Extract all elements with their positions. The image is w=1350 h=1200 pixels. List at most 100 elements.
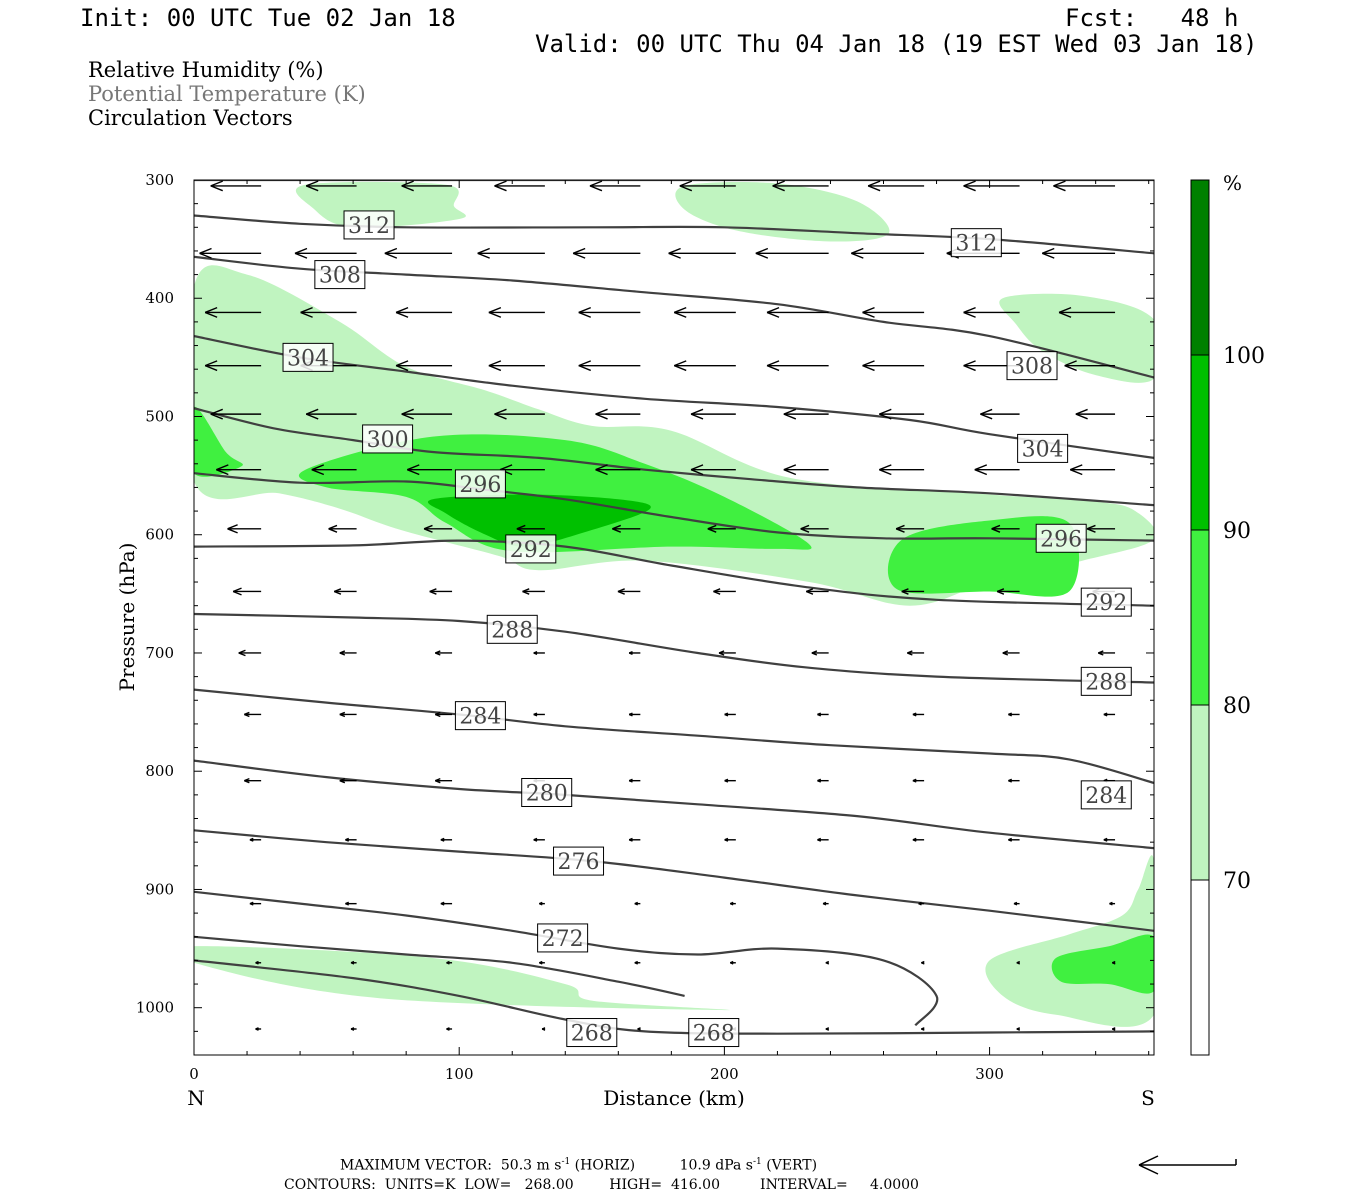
circulation-vector bbox=[244, 711, 262, 718]
vector-head bbox=[628, 839, 633, 842]
vector-head bbox=[494, 185, 507, 192]
vector-head bbox=[333, 590, 342, 595]
axis-layer: 300 400 500 600 700 800 900 1000 0 100 200 300 bbox=[136, 171, 1154, 1083]
vector-head bbox=[766, 306, 780, 314]
circulation-vector bbox=[244, 778, 262, 784]
circulation-vector bbox=[772, 180, 829, 192]
circulation-vector bbox=[729, 901, 736, 906]
vector-head bbox=[345, 839, 350, 842]
circulation-vector bbox=[918, 901, 925, 906]
circulation-vector bbox=[783, 408, 829, 420]
theta-contour-line bbox=[194, 935, 685, 997]
vector-head bbox=[628, 780, 633, 783]
colorbar-segment bbox=[1191, 530, 1209, 705]
vector-head bbox=[533, 839, 538, 842]
contour-label: 312 bbox=[955, 232, 997, 257]
vector-head bbox=[1097, 652, 1104, 656]
circulation-vector bbox=[494, 180, 545, 192]
vector-head bbox=[1086, 528, 1096, 533]
theta-contour-line bbox=[194, 335, 1154, 459]
colorbar-unit: % bbox=[1223, 171, 1242, 195]
circulation-vector bbox=[339, 711, 357, 718]
circulation-vector bbox=[1111, 1027, 1116, 1031]
contour-label-box bbox=[343, 210, 395, 240]
vector-head bbox=[673, 360, 687, 367]
contour-label: 304 bbox=[287, 346, 329, 371]
vector-head bbox=[800, 524, 810, 530]
circulation-vector bbox=[1016, 1027, 1021, 1031]
circulation-vector bbox=[974, 464, 1020, 476]
circulation-vector bbox=[963, 306, 1020, 318]
forecast-hour: Fcst: 48 h bbox=[1065, 4, 1239, 32]
vector-head bbox=[1103, 839, 1108, 842]
contour-label: 268 bbox=[693, 1022, 735, 1047]
circulation-vector bbox=[811, 650, 829, 656]
vector-head bbox=[533, 652, 538, 655]
vector-head bbox=[1111, 1028, 1116, 1031]
circulation-vector bbox=[1111, 960, 1116, 965]
vector-head bbox=[912, 780, 917, 783]
vector-head bbox=[294, 252, 308, 259]
circulation-vector bbox=[800, 524, 829, 533]
vector-head bbox=[963, 364, 976, 372]
circulation-vector bbox=[724, 778, 736, 783]
circulation-vector bbox=[724, 837, 736, 842]
x-tick-label: 100 bbox=[445, 1065, 474, 1083]
vector-head bbox=[1016, 962, 1021, 965]
vector-head bbox=[991, 524, 1001, 530]
vector-head bbox=[637, 1028, 641, 1031]
vector-head bbox=[867, 185, 881, 192]
vector-head bbox=[825, 1028, 830, 1031]
circulation-vector bbox=[755, 247, 829, 259]
vector-head bbox=[578, 360, 592, 367]
y-tick-label: 600 bbox=[145, 526, 174, 544]
vector-head bbox=[634, 962, 639, 965]
rh-region-70-0 bbox=[295, 181, 466, 228]
vector-head bbox=[516, 524, 526, 530]
vector-head bbox=[679, 185, 693, 192]
circulation-vector bbox=[912, 778, 925, 783]
colorbar-level-label: 80 bbox=[1223, 694, 1251, 719]
circulation-vector bbox=[668, 247, 736, 259]
circulation-vector bbox=[446, 960, 453, 965]
y-tick-label: 800 bbox=[145, 762, 174, 780]
circulation-vector bbox=[963, 180, 1020, 192]
circulation-vector bbox=[628, 778, 641, 783]
vector-head bbox=[407, 464, 420, 471]
circulation-vector bbox=[1008, 712, 1020, 717]
vector-head bbox=[595, 408, 608, 415]
vector-head bbox=[963, 311, 976, 318]
vector-head bbox=[216, 469, 229, 476]
vector-head bbox=[216, 464, 229, 471]
vector-head bbox=[305, 413, 319, 420]
circulation-vector bbox=[423, 524, 453, 533]
contour-label-box bbox=[553, 846, 605, 876]
circulation-vector bbox=[628, 712, 641, 717]
circulation-vector bbox=[494, 408, 545, 420]
circulation-vector bbox=[339, 778, 357, 784]
max-vector-vert-exp: -1 bbox=[752, 1157, 762, 1167]
vector-head bbox=[423, 528, 433, 533]
circulation-vector bbox=[435, 778, 453, 784]
contour-label-box bbox=[1080, 666, 1132, 696]
circulation-vector bbox=[249, 901, 262, 906]
theta-contour-line bbox=[194, 612, 1154, 684]
circulation-vector bbox=[300, 306, 357, 318]
vector-head bbox=[339, 780, 346, 784]
circulation-vector bbox=[1008, 778, 1020, 783]
vector-head bbox=[729, 902, 734, 906]
circulation-vector bbox=[907, 650, 925, 656]
rh-region-70-2 bbox=[999, 293, 1154, 383]
vector-head bbox=[423, 524, 433, 530]
circulation-vector bbox=[1086, 524, 1116, 533]
colorbar-segment bbox=[1191, 705, 1209, 880]
vector-head bbox=[499, 464, 513, 471]
vector-head bbox=[1058, 311, 1072, 318]
circulation-vector bbox=[707, 524, 736, 533]
vector-head bbox=[921, 962, 925, 965]
y-tick-label: 500 bbox=[145, 407, 174, 425]
vector-head bbox=[589, 185, 603, 192]
circulation-vector bbox=[901, 588, 925, 595]
circulation-vector bbox=[249, 837, 262, 842]
